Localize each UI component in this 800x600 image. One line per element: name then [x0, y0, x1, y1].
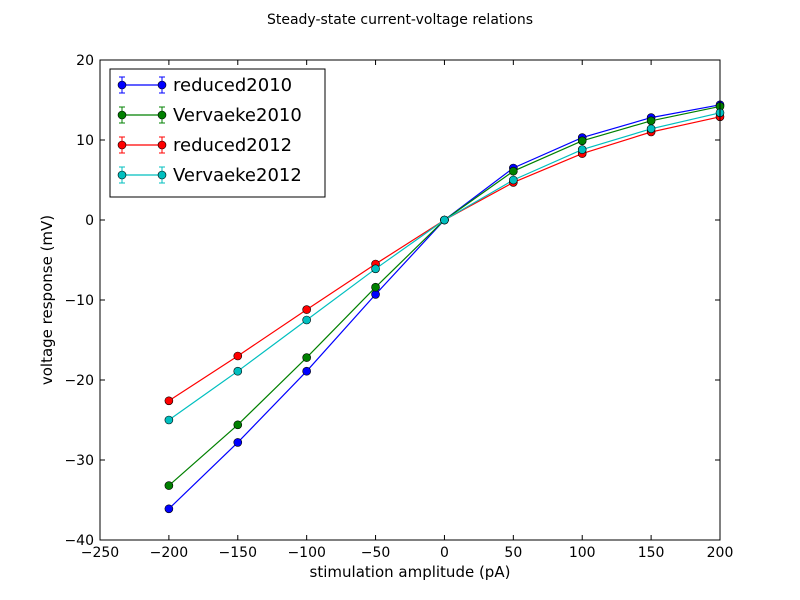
x-tick-label: 0 — [440, 545, 449, 561]
series-layer — [164, 100, 725, 514]
y-tick-label: 10 — [76, 133, 94, 149]
data-point-vervaeke2010 — [371, 282, 380, 292]
y-tick-label: −40 — [64, 533, 94, 549]
data-point-reduced2010 — [233, 438, 243, 447]
legend-label-reduced2010: reduced2010 — [173, 75, 292, 96]
data-point-reduced2010 — [302, 366, 311, 376]
x-tick-label: 50 — [504, 545, 522, 561]
x-tick-label: −150 — [219, 545, 257, 561]
chart-title: Steady-state current-voltage relations — [267, 12, 533, 28]
x-tick-label: 200 — [707, 545, 734, 561]
ticks-layer: −250 −200 −150 −100 −50 0 50 100 150 200−40−30−20… — [64, 53, 733, 561]
legend-label-vervaeke2010: Vervaeke2010 — [173, 105, 302, 126]
data-point-vervaeke2010 — [302, 353, 311, 362]
data-point-vervaeke2012 — [233, 366, 243, 376]
legend-marker-reduced2012 — [117, 140, 127, 150]
legend-marker-vervaeke2010 — [157, 110, 167, 120]
x-tick-label: 150 — [638, 545, 665, 561]
x-tick-label: −50 — [361, 545, 391, 561]
x-tick-label: −250 — [81, 545, 119, 561]
legend-label-reduced2012: reduced2012 — [173, 135, 292, 156]
data-point-vervaeke2012 — [371, 264, 380, 274]
y-axis-label: voltage response (mV) — [38, 215, 56, 385]
y-tick-label: 20 — [76, 53, 94, 69]
legend-marker-vervaeke2012 — [117, 170, 127, 180]
legend-marker-vervaeke2010 — [117, 110, 127, 120]
y-tick-label: −30 — [64, 453, 94, 469]
y-tick-label: −20 — [64, 373, 94, 389]
data-point-vervaeke2012 — [509, 175, 518, 185]
legend-marker-vervaeke2012 — [157, 170, 167, 180]
x-tick-label: 100 — [569, 545, 596, 561]
data-point-vervaeke2012 — [577, 145, 587, 154]
data-point-vervaeke2012 — [646, 124, 656, 134]
data-point-reduced2012 — [164, 396, 174, 406]
data-point-vervaeke2012 — [440, 215, 449, 225]
data-point-vervaeke2010 — [646, 116, 656, 126]
data-point-reduced2010 — [371, 290, 380, 299]
data-point-vervaeke2012 — [302, 315, 311, 325]
data-point-vervaeke2010 — [164, 481, 174, 490]
data-point-vervaeke2012 — [164, 415, 174, 425]
legend-marker-reduced2012 — [157, 140, 167, 150]
data-point-reduced2012 — [233, 351, 243, 361]
legend: reduced2010 Vervaeke2010 reduced2012 Vervae… — [109, 68, 326, 198]
y-tick-label: 0 — [85, 213, 94, 229]
x-axis-label: stimulation amplitude (pA) — [310, 563, 511, 581]
legend-box — [109, 68, 326, 198]
data-point-vervaeke2010 — [509, 166, 518, 176]
legend-marker-reduced2010 — [117, 80, 127, 90]
x-tick-label: −200 — [150, 545, 188, 561]
data-point-vervaeke2010 — [233, 420, 243, 430]
data-point-reduced2012 — [302, 305, 311, 314]
plot-frame — [99, 59, 721, 541]
data-point-reduced2010 — [164, 504, 174, 514]
legend-marker-reduced2010 — [157, 80, 167, 90]
legend-label-vervaeke2012: Vervaeke2012 — [173, 165, 302, 186]
y-tick-label: −10 — [64, 293, 94, 309]
x-tick-label: −100 — [287, 545, 325, 561]
data-point-vervaeke2010 — [577, 136, 587, 146]
